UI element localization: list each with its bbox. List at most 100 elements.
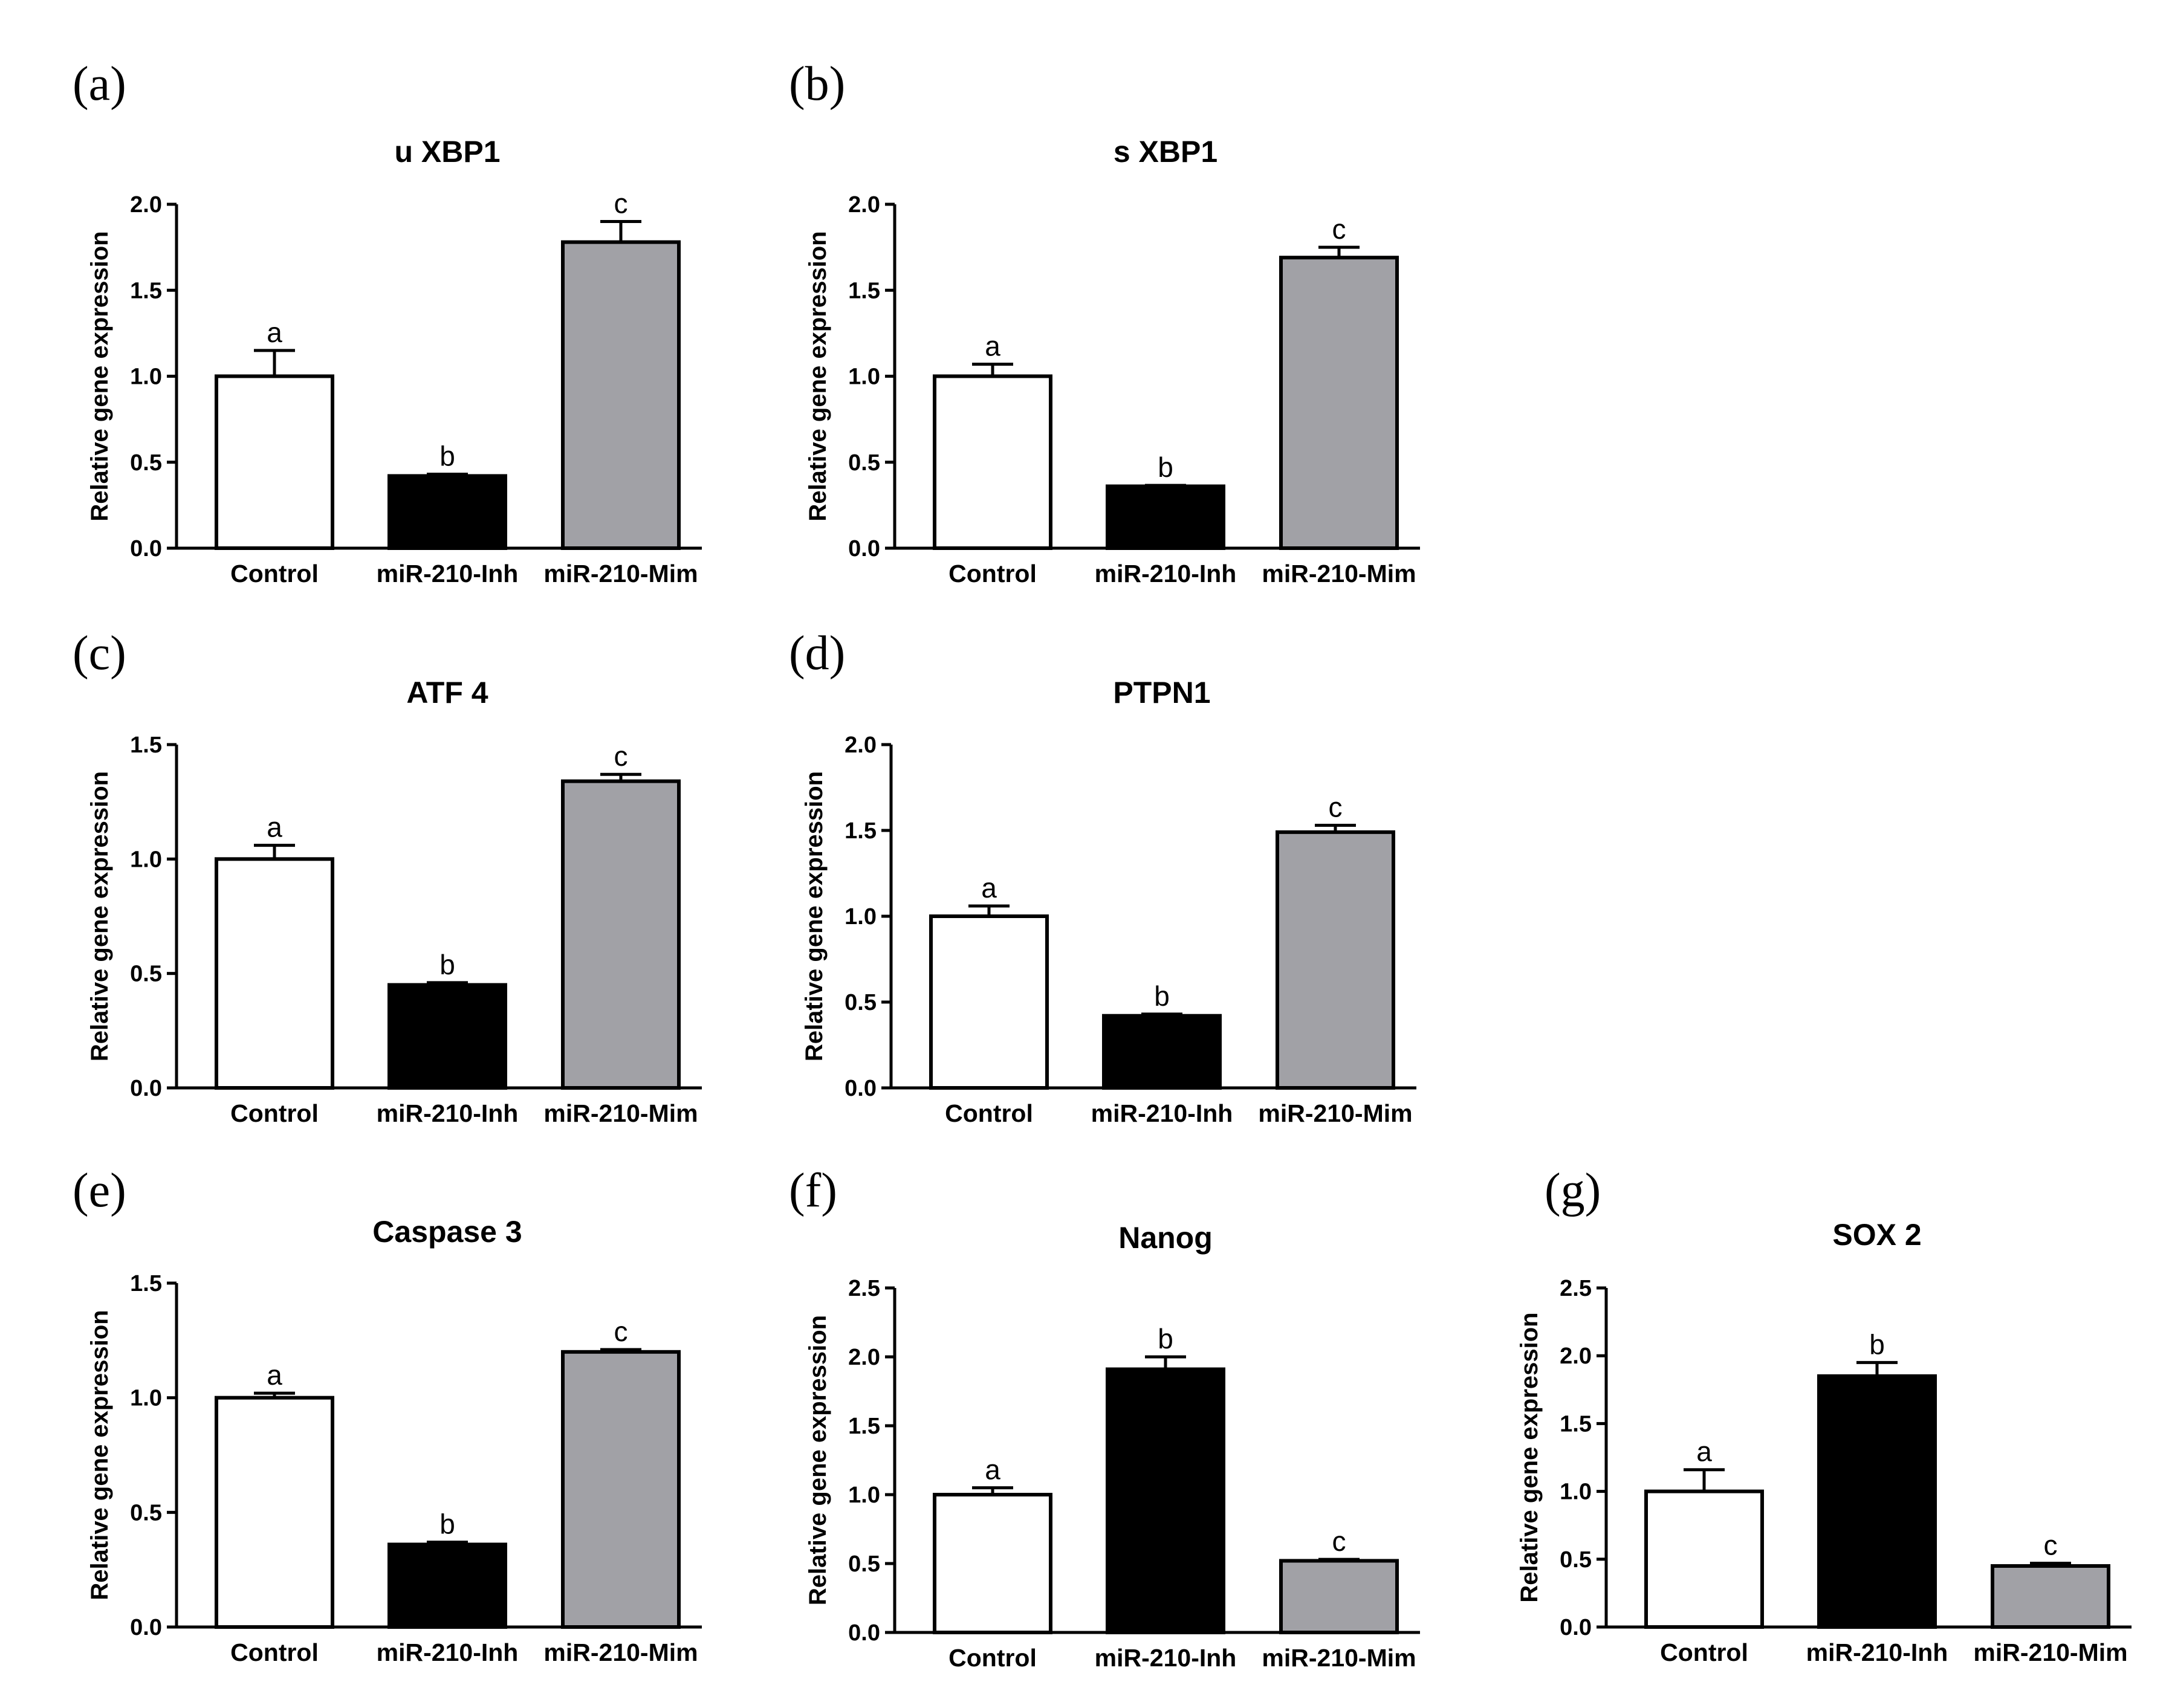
bar-mir-210-inh [1817, 1374, 1937, 1629]
significance-letter: a [267, 317, 282, 348]
y-tick-label: 0.0 [845, 1076, 877, 1101]
significance-letter: c [614, 740, 628, 772]
bar-control [933, 374, 1052, 550]
chart-title: SOX 2 [1832, 1218, 1921, 1252]
panel-letter: (g) [1545, 1164, 1601, 1217]
y-tick-label: 0.5 [130, 1500, 162, 1525]
y-tick-label: 1.5 [130, 733, 162, 758]
y-tick-label: 1.0 [848, 1483, 880, 1508]
chart-title: s XBP1 [1114, 135, 1217, 169]
y-axis-label: Relative gene expression [86, 231, 113, 521]
panel-letter: (d) [789, 627, 845, 680]
y-tick-label: 1.0 [130, 364, 162, 390]
y-axis-label: Relative gene expression [86, 1310, 113, 1600]
bar-mir-210-mim [1279, 256, 1399, 550]
chart-title: u XBP1 [394, 135, 500, 169]
chart-title: Nanog [1118, 1221, 1213, 1255]
category-label: miR-210-Inh [1095, 560, 1237, 587]
y-tick-label: 1.0 [848, 364, 880, 390]
significance-letter: b [1154, 980, 1170, 1012]
y-axis-label: Relative gene expression [805, 231, 831, 521]
y-tick-label: 1.0 [130, 847, 162, 872]
bar-mir-210-mim [1991, 1564, 2110, 1629]
category-label: miR-210-Mim [1262, 560, 1416, 587]
bar-mir-210-mim [561, 240, 681, 550]
bar-control [1644, 1489, 1764, 1629]
category-label: Control [1660, 1638, 1748, 1666]
y-tick-label: 0.0 [848, 536, 880, 561]
category-label: Control [230, 1099, 319, 1127]
category-label: miR-210-Mim [543, 560, 698, 587]
category-label: miR-210-Inh [377, 1099, 519, 1127]
bar-mir-210-inh [1106, 1367, 1225, 1635]
bar-control [215, 1396, 334, 1629]
y-axis-label: Relative gene expression [801, 771, 828, 1061]
y-tick-label: 0.0 [848, 1620, 880, 1646]
significance-letter: a [985, 331, 1000, 362]
significance-letter: c [1332, 213, 1346, 245]
bar-mir-210-mim [561, 779, 681, 1090]
chart-panel-2: (b) s XBP1 Relative gene expression 0.0 0.5 1… [789, 57, 1420, 587]
chart-panel-7: (g) SOX 2 Relative gene expression 0.0 0.5 1.… [1516, 1164, 2132, 1666]
significance-letter: b [1869, 1328, 1885, 1360]
bar-control [929, 914, 1049, 1090]
significance-letter: a [981, 872, 997, 904]
y-axis-label: Relative gene expression [86, 771, 113, 1061]
panel-letter: (f) [789, 1164, 837, 1217]
bar-mir-210-inh [1102, 1014, 1222, 1090]
y-tick-label: 0.5 [848, 1551, 880, 1577]
chart-panel-1: (a) u XBP1 Relative gene expression 0.0 0.5 1… [73, 57, 702, 587]
y-tick-label: 2.0 [848, 1345, 880, 1370]
significance-letter: b [439, 949, 455, 980]
y-tick-label: 1.0 [845, 904, 877, 930]
bar-control [215, 374, 334, 550]
category-label: miR-210-Inh [1095, 1644, 1237, 1672]
bar-mir-210-mim [561, 1350, 681, 1629]
y-tick-label: 0.0 [1560, 1615, 1592, 1640]
y-tick-label: 0.5 [130, 962, 162, 987]
category-label: miR-210-Mim [1262, 1644, 1416, 1672]
y-tick-label: 2.0 [130, 192, 162, 218]
significance-letter: c [2044, 1530, 2058, 1561]
y-tick-label: 2.0 [848, 192, 880, 218]
category-label: miR-210-Inh [377, 1638, 519, 1666]
y-tick-label: 1.5 [848, 278, 880, 303]
panel-letter: (a) [73, 57, 126, 111]
y-tick-label: 2.5 [848, 1276, 880, 1301]
category-label: miR-210-Inh [1806, 1638, 1948, 1666]
category-label: miR-210-Mim [1973, 1638, 2127, 1666]
significance-letter: a [267, 1359, 282, 1391]
significance-letter: c [1329, 791, 1343, 823]
category-label: Control [230, 1638, 319, 1666]
significance-letter: a [1696, 1436, 1712, 1467]
category-label: miR-210-Inh [377, 560, 519, 587]
panel-letter: (c) [73, 627, 126, 680]
category-label: Control [948, 1644, 1037, 1672]
significance-letter: b [439, 441, 455, 472]
bar-control [933, 1493, 1052, 1634]
chart-panel-4: (d) PTPN1 Relative gene expression 0.0 0.5 1.… [789, 627, 1416, 1127]
y-tick-label: 1.5 [848, 1414, 880, 1439]
significance-letter: b [1158, 451, 1173, 483]
chart-panel-3: (c) ATF 4 Relative gene expression 0.0 0.5 1.… [73, 627, 702, 1127]
category-label: Control [230, 560, 319, 587]
panel-letter: (b) [789, 57, 845, 111]
bar-mir-210-inh [387, 1542, 507, 1629]
significance-letter: b [439, 1509, 455, 1540]
chart-panel-5: (e) Caspase 3 Relative gene expression 0.0 0… [73, 1164, 702, 1666]
bar-mir-210-mim [1276, 830, 1395, 1090]
chart-title: PTPN1 [1113, 676, 1210, 710]
y-tick-label: 0.5 [1560, 1547, 1592, 1573]
y-tick-label: 1.0 [1560, 1480, 1592, 1505]
y-tick-label: 0.0 [130, 1076, 162, 1101]
y-tick-label: 2.0 [1560, 1344, 1592, 1369]
y-tick-label: 0.5 [848, 450, 880, 476]
bar-mir-210-inh [387, 983, 507, 1090]
y-tick-label: 1.5 [1560, 1411, 1592, 1437]
y-tick-label: 1.5 [845, 818, 877, 844]
significance-letter: c [614, 1316, 628, 1347]
bar-mir-210-mim [1279, 1559, 1399, 1634]
y-tick-label: 1.0 [130, 1386, 162, 1411]
y-axis-label: Relative gene expression [805, 1315, 831, 1605]
